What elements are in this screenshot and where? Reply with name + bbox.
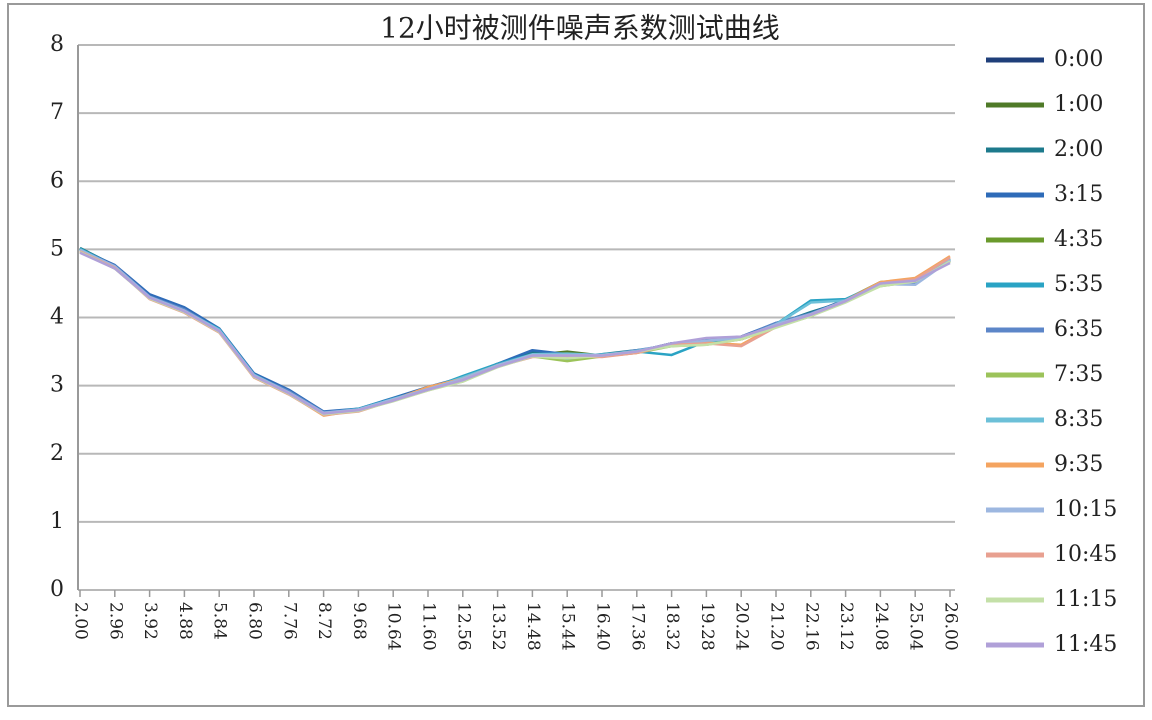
x-tick-label: 12.56	[453, 602, 473, 651]
y-tick-label: 7	[50, 100, 64, 125]
y-tick-label: 4	[50, 305, 64, 330]
x-tick-label: 15.44	[558, 602, 578, 651]
series-line	[79, 251, 951, 415]
x-tick-label: 2.00	[71, 602, 91, 640]
x-tick-label: 7.76	[279, 602, 299, 640]
legend-label: 8:35	[1054, 407, 1103, 432]
x-tick-label: 22.16	[801, 602, 821, 651]
legend-label: 3:15	[1054, 182, 1103, 207]
x-tick-label: 19.28	[697, 602, 717, 651]
y-tick-label: 3	[50, 373, 64, 398]
y-tick-label: 5	[50, 236, 64, 261]
x-tick-label: 8.72	[314, 602, 334, 640]
legend-label: 10:45	[1054, 542, 1117, 567]
legend-label: 4:35	[1054, 227, 1103, 252]
legend-label: 6:35	[1054, 317, 1103, 342]
x-tick-label: 24.08	[871, 602, 891, 651]
legend-label: 2:00	[1054, 137, 1103, 162]
x-tick-label: 13.52	[488, 602, 508, 651]
legend-label: 0:00	[1054, 47, 1103, 72]
x-tick-label: 23.12	[836, 602, 856, 651]
chart-title: 12小时被测件噪声系数测试曲线	[380, 12, 780, 45]
x-tick-label: 2.96	[105, 602, 125, 640]
x-tick-label: 10.64	[384, 602, 404, 651]
legend-label: 7:35	[1054, 362, 1103, 387]
x-tick-label: 20.24	[732, 602, 752, 651]
x-tick-label: 4.88	[175, 602, 195, 640]
y-tick-label: 1	[50, 509, 64, 534]
x-tick-label: 17.36	[627, 602, 647, 651]
x-tick-label: 6.80	[245, 602, 265, 640]
x-tick-label: 21.20	[767, 602, 787, 651]
legend-label: 10:15	[1054, 497, 1117, 522]
legend-label: 5:35	[1054, 272, 1103, 297]
x-tick-label: 26.00	[941, 602, 961, 651]
x-tick-label: 14.48	[523, 602, 543, 651]
y-tick-label: 8	[50, 32, 64, 57]
x-tick-label: 5.84	[210, 602, 230, 640]
x-tick-label: 25.04	[906, 602, 926, 651]
y-tick-label: 2	[50, 441, 64, 466]
legend-label: 11:45	[1054, 632, 1117, 657]
y-tick-label: 6	[50, 168, 64, 193]
y-tick-label: 0	[50, 577, 64, 602]
legend-label: 1:00	[1054, 92, 1103, 117]
x-tick-label: 18.32	[662, 602, 682, 651]
legend-label: 9:35	[1054, 452, 1103, 477]
x-tick-label: 3.92	[140, 602, 160, 640]
x-tick-label: 11.60	[419, 602, 439, 651]
x-tick-label: 9.68	[349, 602, 369, 640]
legend-label: 11:15	[1054, 587, 1117, 612]
x-tick-label: 16.40	[593, 602, 613, 651]
